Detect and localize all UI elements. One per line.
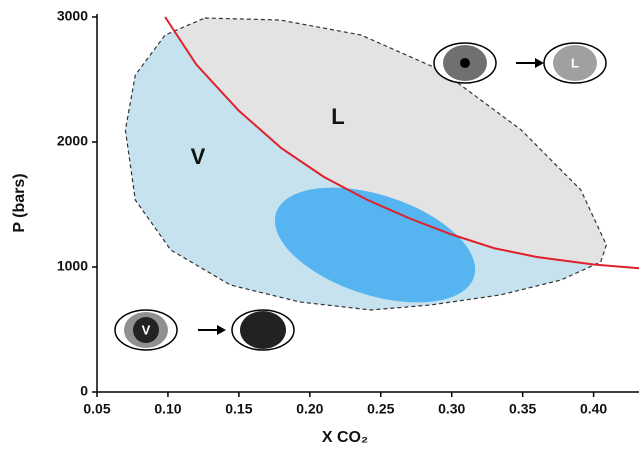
y-tick-label: 2000 <box>57 133 88 149</box>
region-label: V <box>191 144 206 169</box>
icon-label: L <box>571 55 579 70</box>
axes <box>92 14 639 397</box>
y-tick-label: 0 <box>80 383 88 399</box>
x-tick-label: 0.20 <box>296 401 323 417</box>
icon-vapor: V <box>114 309 295 351</box>
line <box>164 16 639 270</box>
y-tick-label: 3000 <box>57 8 88 24</box>
x-tick-label: 0.30 <box>438 401 465 417</box>
y-axis-label: P (bars) <box>11 173 28 232</box>
x-axis-label: X CO₂ <box>322 429 368 446</box>
x-tick-label: 0.05 <box>83 401 110 417</box>
curve-group <box>164 16 639 270</box>
x-tick-label: 0.15 <box>225 401 252 417</box>
icon-liquid: L <box>433 42 607 84</box>
y-tick-label: 1000 <box>57 258 88 274</box>
overlap-ellipse <box>274 187 476 303</box>
x-tick-label: 0.40 <box>580 401 607 417</box>
x-tick-label: 0.10 <box>154 401 181 417</box>
x-tick-label: 0.35 <box>509 401 536 417</box>
icon-label: V <box>142 322 151 337</box>
x-tick-label: 0.25 <box>367 401 394 417</box>
region-label: L <box>331 104 344 129</box>
